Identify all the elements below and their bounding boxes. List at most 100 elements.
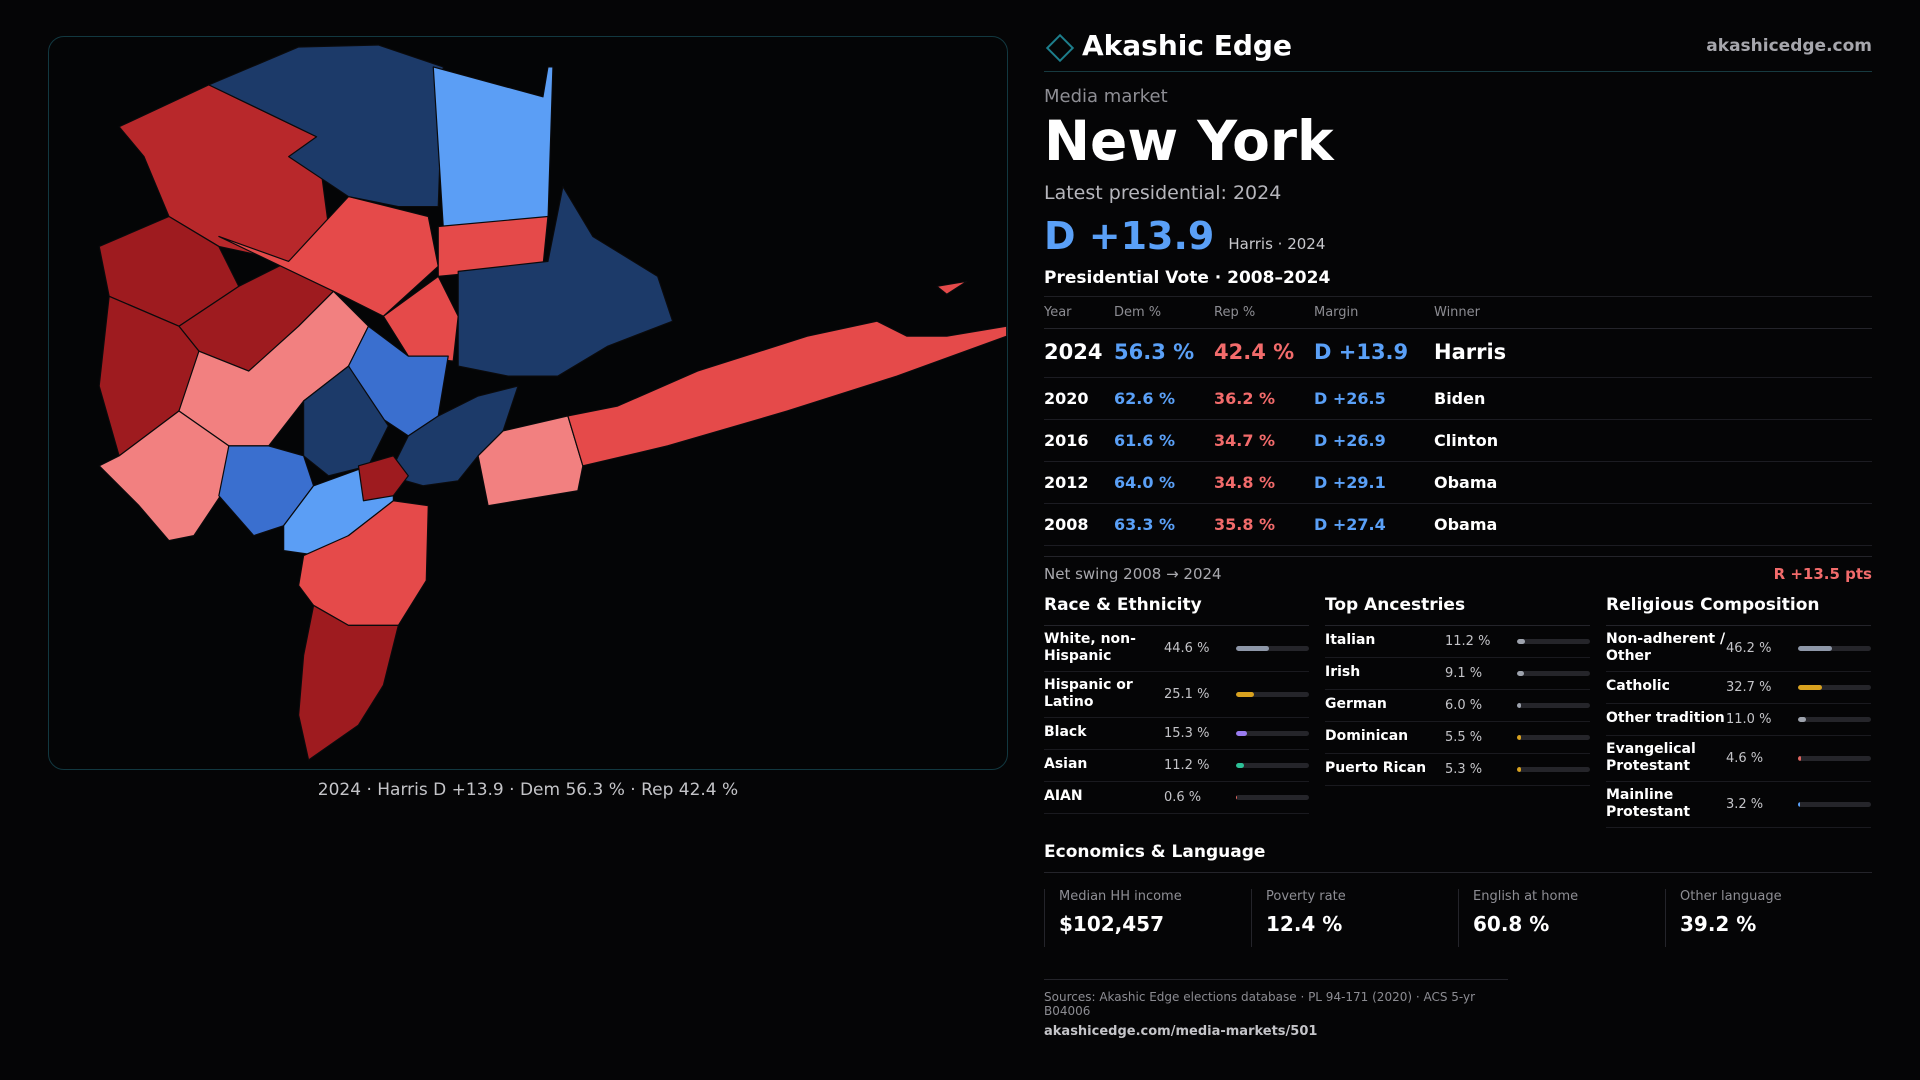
table-row[interactable]: 2012 64.0 % 34.8 % D +29.1 Obama — [1044, 461, 1872, 504]
diamond-logo-icon — [1045, 33, 1075, 62]
cell-rep: 34.7 % — [1214, 419, 1314, 462]
economics-title: Economics & Language — [1044, 842, 1872, 873]
demo-value: 15.3 % — [1164, 725, 1210, 741]
cell-margin: D +13.9 — [1314, 328, 1434, 378]
econ-value: 60.8 % — [1473, 911, 1550, 936]
demo-value: 6.0 % — [1445, 697, 1483, 713]
table-row[interactable]: 2008 63.3 % 35.8 % D +27.4 Obama — [1044, 503, 1872, 546]
site-link[interactable]: akashicedge.com — [1706, 35, 1872, 56]
cell-margin: D +26.9 — [1314, 419, 1434, 462]
demo-bar-fill — [1236, 762, 1245, 768]
cell-margin: D +27.4 — [1314, 503, 1434, 546]
cell-year: 2012 — [1044, 461, 1114, 504]
demo-bar — [1236, 794, 1309, 800]
county-map-region[interactable] — [457, 185, 674, 377]
demo-label: Other tradition — [1606, 710, 1725, 727]
demo-row[interactable]: Italian 11.2 % — [1325, 626, 1590, 658]
religion-title: Religious Composition — [1606, 595, 1871, 626]
demo-label: Puerto Rican — [1325, 760, 1427, 777]
cell-margin: D +26.5 — [1314, 377, 1434, 420]
county-map-region[interactable] — [567, 320, 1007, 467]
religion-section: Religious Composition Non-adherent / Oth… — [1606, 595, 1871, 828]
demo-row[interactable]: Irish 9.1 % — [1325, 658, 1590, 690]
header-winner: Winner — [1434, 296, 1872, 329]
table-row[interactable]: 2016 61.6 % 34.7 % D +26.9 Clinton — [1044, 419, 1872, 462]
county-map-region[interactable] — [382, 275, 459, 362]
cell-rep: 42.4 % — [1214, 328, 1314, 378]
headline-sub: Harris · 2024 — [1228, 234, 1326, 253]
demo-bar-fill — [1798, 716, 1807, 722]
brand[interactable]: Akashic Edge — [1044, 29, 1292, 62]
cell-dem: 62.6 % — [1114, 377, 1214, 420]
demo-bar-fill — [1517, 670, 1524, 676]
demo-value: 3.2 % — [1726, 796, 1764, 812]
county-map-region[interactable] — [298, 500, 429, 626]
cell-dem: 61.6 % — [1114, 419, 1214, 462]
table-row[interactable]: 2024 56.3 % 42.4 % D +13.9 Harris — [1044, 328, 1872, 378]
demo-row[interactable]: White, non-Hispanic 44.6 % — [1044, 626, 1309, 672]
econ-label: Poverty rate — [1266, 888, 1346, 904]
demo-row[interactable]: Asian 11.2 % — [1044, 750, 1309, 782]
econ-label: Median HH income — [1059, 888, 1182, 904]
headline-margin: D +13.9 — [1044, 213, 1215, 258]
demo-bar-fill — [1517, 766, 1521, 772]
demo-bar — [1517, 638, 1590, 644]
cell-winner: Clinton — [1434, 419, 1872, 462]
demo-value: 11.2 % — [1445, 633, 1491, 649]
demo-row[interactable]: Dominican 5.5 % — [1325, 722, 1590, 754]
demo-bar — [1236, 730, 1309, 736]
demo-bar-fill — [1798, 645, 1832, 651]
county-map-region[interactable] — [298, 604, 399, 761]
county-map[interactable] — [48, 36, 1008, 770]
table-header-row: Year Dem % Rep % Margin Winner — [1044, 296, 1872, 329]
demo-label: Non-adherent / Other — [1606, 630, 1726, 665]
econ-label: English at home — [1473, 888, 1579, 904]
demographics: Race & Ethnicity White, non-Hispanic 44.6… — [1044, 595, 1872, 828]
cell-rep: 36.2 % — [1214, 377, 1314, 420]
demo-label: Catholic — [1606, 678, 1670, 695]
demo-row[interactable]: Non-adherent / Other 46.2 % — [1606, 626, 1871, 672]
demo-bar — [1798, 684, 1871, 690]
demo-label: AIAN — [1044, 788, 1083, 805]
county-map-region[interactable] — [936, 280, 968, 295]
map-caption: 2024 · Harris D +13.9 · Dem 56.3 % · Rep… — [317, 780, 739, 800]
county-map-region[interactable] — [208, 44, 444, 208]
swing-label: Net swing 2008 → 2024 — [1044, 564, 1222, 583]
demo-bar-fill — [1798, 755, 1802, 761]
info-panel: Akashic Edge akashicedge.com Media marke… — [1044, 29, 1872, 1039]
source-link[interactable]: akashicedge.com/media-markets/501 — [1044, 1023, 1318, 1039]
demo-bar-fill — [1798, 801, 1801, 807]
demo-row[interactable]: Mainline Protestant 3.2 % — [1606, 782, 1871, 828]
demo-value: 25.1 % — [1164, 686, 1210, 702]
cell-year: 2016 — [1044, 419, 1114, 462]
county-map-region[interactable] — [357, 455, 409, 502]
econ-value: 39.2 % — [1680, 911, 1757, 936]
table-row[interactable]: 2020 62.6 % 36.2 % D +26.5 Biden — [1044, 377, 1872, 420]
econ-cell: English at home 60.8 % — [1458, 888, 1665, 947]
demo-row[interactable]: Catholic 32.7 % — [1606, 672, 1871, 704]
demo-value: 44.6 % — [1164, 640, 1210, 656]
county-map-region[interactable] — [432, 66, 554, 228]
cell-year: 2008 — [1044, 503, 1114, 546]
demo-bar-fill — [1236, 645, 1269, 651]
demo-bar-fill — [1236, 730, 1248, 736]
brand-header: Akashic Edge akashicedge.com — [1044, 29, 1872, 72]
demo-row[interactable]: Puerto Rican 5.3 % — [1325, 754, 1590, 786]
demo-row[interactable]: Hispanic or Latino 25.1 % — [1044, 672, 1309, 718]
county-map-region[interactable] — [218, 195, 439, 317]
demo-row[interactable]: AIAN 0.6 % — [1044, 782, 1309, 814]
demo-bar — [1236, 691, 1309, 697]
demo-row[interactable]: Black 15.3 % — [1044, 718, 1309, 750]
demo-row[interactable]: Evangelical Protestant 4.6 % — [1606, 736, 1871, 782]
cell-winner: Obama — [1434, 461, 1872, 504]
demo-label: German — [1325, 696, 1387, 713]
econ-value: 12.4 % — [1266, 911, 1343, 936]
demo-row[interactable]: German 6.0 % — [1325, 690, 1590, 722]
ancestry-title: Top Ancestries — [1325, 595, 1590, 626]
demo-value: 4.6 % — [1726, 750, 1764, 766]
demo-row[interactable]: Other tradition 11.0 % — [1606, 704, 1871, 736]
demo-label: Asian — [1044, 756, 1088, 773]
demo-bar — [1798, 755, 1871, 761]
latest-label: Latest presidential: 2024 — [1044, 181, 1282, 204]
econ-cell: Poverty rate 12.4 % — [1251, 888, 1458, 947]
